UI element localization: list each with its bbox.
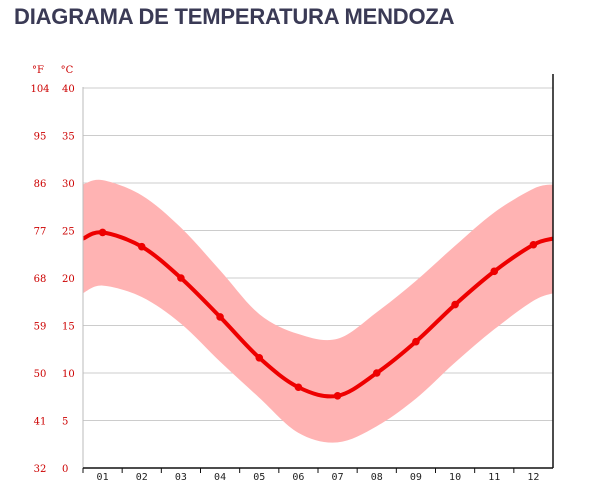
y-tick-f-68: 68	[34, 274, 47, 285]
y-tick-f-41: 41	[34, 417, 47, 428]
y-tick-labels: 0 5 10 15 20 25 30 35 40 32 41 50 59 68 77 86 95 104	[30, 84, 74, 475]
mean-point-04	[216, 313, 224, 321]
temperature-range-band	[83, 179, 553, 443]
mean-point-02	[137, 242, 146, 251]
x-tick-08: 08	[371, 472, 383, 483]
x-tick-03: 03	[175, 472, 187, 483]
x-tick-05: 05	[253, 472, 265, 483]
mean-point-08	[372, 369, 381, 377]
y-tick-c-35: 35	[62, 132, 75, 143]
y-tick-c-15: 15	[62, 322, 75, 333]
y-tick-c-10: 10	[62, 369, 75, 380]
mean-point-07	[333, 392, 342, 400]
x-tick-labels: 01 02 03 04 05 06 07 08 09 10 11 12	[97, 472, 540, 483]
x-tick-01: 01	[97, 472, 109, 483]
y-tick-f-95: 95	[34, 132, 47, 143]
y-tick-f-77: 77	[34, 227, 47, 238]
y-tick-f-50: 50	[34, 369, 47, 380]
mean-point-03	[177, 274, 185, 282]
x-tick-04: 04	[214, 472, 226, 483]
y-tick-c-5: 5	[62, 417, 68, 428]
unit-celsius-label: °C	[61, 65, 74, 76]
y-tick-f-59: 59	[34, 322, 47, 333]
x-tick-12: 12	[527, 472, 539, 483]
y-tick-c-30: 30	[62, 179, 75, 190]
x-tick-10: 10	[449, 472, 461, 483]
x-tick-02: 02	[136, 472, 148, 483]
chart-title: DIAGRAMA DE TEMPERATURA MENDOZA	[14, 4, 455, 29]
mean-point-11	[490, 267, 499, 276]
x-tick-09: 09	[410, 472, 422, 483]
y-tick-f-104: 104	[30, 84, 49, 95]
mean-point-06	[294, 383, 303, 392]
y-tick-f-32: 32	[34, 464, 47, 475]
x-tick-11: 11	[488, 472, 500, 483]
mean-point-01	[98, 228, 107, 237]
mean-point-10	[451, 300, 459, 309]
y-tick-c-20: 20	[62, 274, 75, 285]
mean-temperature-line	[82, 230, 554, 399]
y-tick-c-40: 40	[62, 84, 75, 95]
y-tick-f-86: 86	[34, 179, 47, 190]
unit-fahrenheit-label: °F	[32, 65, 44, 76]
mean-temperature-points	[98, 228, 538, 400]
mean-point-09	[412, 337, 420, 346]
mean-point-12	[529, 240, 538, 249]
x-tick-06: 06	[292, 472, 304, 483]
y-tick-c-0: 0	[62, 464, 68, 475]
axes	[82, 74, 554, 473]
x-tick-07: 07	[332, 472, 344, 483]
mean-point-05	[255, 354, 264, 362]
y-tick-c-25: 25	[62, 227, 75, 238]
